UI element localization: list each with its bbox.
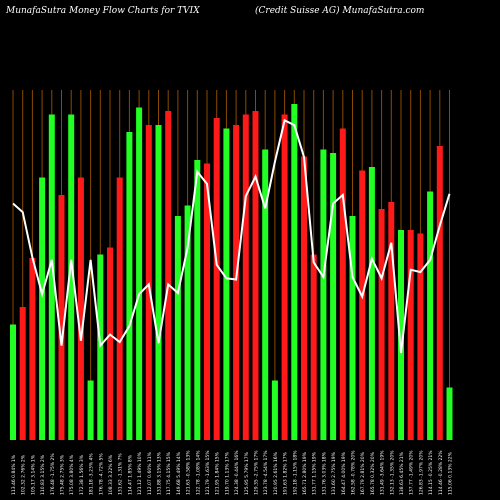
x-tick-label: 110.83 3.15% 2% (40, 454, 46, 495)
x-tick-label: 124.38 -0.44% 16% (234, 450, 240, 495)
bar (349, 216, 356, 440)
bar (116, 177, 123, 440)
bar (427, 191, 434, 440)
bar (97, 254, 104, 440)
x-tick-label: 131.77 1.15% 19% (312, 451, 318, 495)
x-tick-label: 165.71 2.80% 19% (302, 451, 308, 495)
price-line-path (12, 118, 451, 354)
x-tick-label: 105.17 3.14% 1% (30, 454, 36, 495)
x-tick-label: 113.46 0.84% 1% (11, 454, 17, 495)
x-tick-label: 120.95 2.61% 16% (273, 451, 279, 495)
x-tick-label: 165.78 0.32% 20% (370, 451, 376, 495)
x-tick-label: 175.08 3.80% 4% (69, 454, 75, 495)
bar (204, 163, 210, 440)
bar (165, 111, 172, 440)
bar (10, 324, 16, 440)
price-line (12, 118, 451, 354)
x-tick-label: 102.32 2.76% 2% (21, 454, 27, 495)
x-tick-label: 119.70 1.13% 17% (224, 451, 230, 495)
bar (330, 153, 337, 440)
bar (417, 233, 424, 440)
x-tick-label: 138.63 6.45% 21% (399, 451, 405, 495)
bar (174, 216, 181, 440)
bar (39, 177, 46, 440)
bar (310, 254, 317, 440)
bar (446, 387, 453, 440)
bar (48, 114, 55, 440)
x-tick-label: 121.12 1.49% 10% (137, 451, 143, 495)
x-tick-label: 192.18 -1.15% 18% (292, 450, 298, 495)
bar (68, 114, 75, 440)
x-tick-label: 114.15 -0.25% 21% (428, 450, 434, 495)
x-tick-label: 164.47 4.00% 19% (341, 451, 347, 495)
x-tick-label: 108.33 3.22% 6% (108, 454, 114, 495)
x-tick-label: 112.07 0.60% 11% (147, 451, 153, 495)
chart-title-left: MunafaSutra Money Flow Charts for TVIX (6, 6, 200, 16)
bar (339, 128, 346, 440)
bar (77, 177, 84, 440)
bar (58, 195, 65, 440)
bar (398, 230, 404, 440)
x-tick-label: 131.62 -1.31% 7% (118, 453, 124, 495)
bar (262, 149, 269, 440)
x-tick-label: 121.79 -1.63% 15% (205, 450, 211, 495)
x-tick-label: 129.35 -2.75% 17% (254, 450, 260, 495)
bar (252, 111, 259, 440)
bar (320, 149, 327, 440)
bar (194, 160, 201, 440)
x-tick-label: 149.68 5.49% 14% (176, 451, 182, 495)
bar (281, 114, 288, 440)
x-tick-label: 114.46 -0.28% 22% (438, 450, 444, 495)
bar (301, 156, 307, 440)
bar (359, 170, 366, 440)
bar (29, 258, 36, 440)
x-tick-label: 117.75 4.15% 15% (166, 451, 172, 495)
x-tick-label: 132.13 -1.35% 20% (389, 450, 395, 495)
x-tick-label: 123.78 -4.54% 17% (263, 450, 269, 495)
bar (233, 125, 240, 440)
bar (213, 118, 220, 440)
x-tick-label: 125.95 5.79% 17% (244, 451, 250, 495)
bar (184, 205, 191, 440)
bar (155, 125, 162, 440)
bar (107, 247, 113, 440)
tick-labels: 113.46 0.84% 1% 102.32 2.76% 2% 105.17 3.1… (11, 450, 454, 495)
x-tick-label: 126.83 -1.97% 20% (418, 450, 424, 495)
x-tick-label: 162.58 -0.78% 20% (351, 450, 357, 495)
bar (126, 132, 133, 440)
bar (19, 307, 26, 440)
bar (407, 230, 414, 440)
x-tick-label: 115.06 0.13% 22% (448, 451, 454, 495)
bar (242, 114, 249, 440)
bar (388, 202, 395, 440)
x-tick-label: 176.48 -1.75% 2% (50, 453, 56, 495)
x-tick-label: 122.78 -1.08% 14% (195, 450, 201, 495)
x-tick-label: 137.77 -1.49% 20% (409, 450, 415, 495)
bar (368, 167, 375, 440)
bar (136, 107, 143, 440)
x-tick-label: 167.79 2.81% 20% (360, 451, 366, 495)
x-tick-label: 131.76 3.03% 18% (321, 451, 327, 495)
bar (291, 104, 298, 440)
x-tick-label: 121.95 1.84% 15% (215, 451, 221, 495)
x-tick-label: 131.60 2.75% 19% (331, 451, 337, 495)
bar (145, 125, 152, 440)
x-tick-label: 181.18 -3.23% 4% (89, 453, 95, 495)
bar (436, 146, 443, 440)
x-tick-label: 121.63 -0.58% 13% (186, 450, 192, 495)
bar (271, 380, 278, 440)
chart-title-right: (Credit Suisse AG) MunafaSutra.com (255, 6, 425, 16)
x-tick-label: 176.78 -4.72% 5% (98, 453, 104, 495)
bar (223, 128, 230, 440)
x-tick-label: 114.47 1.85% 8% (127, 454, 133, 495)
bars (10, 104, 453, 440)
x-tick-label: 131.88 3.15% 13% (157, 451, 163, 495)
x-tick-label: 172.38 1.56% 3% (79, 454, 85, 495)
bar (87, 380, 94, 440)
x-tick-label: 191.63 1.82% 17% (283, 451, 289, 495)
bar (378, 209, 385, 440)
x-tick-label: 175.48 2.75% 3% (60, 454, 66, 495)
x-tick-label: 131.49 -3.64% 19% (380, 450, 386, 495)
